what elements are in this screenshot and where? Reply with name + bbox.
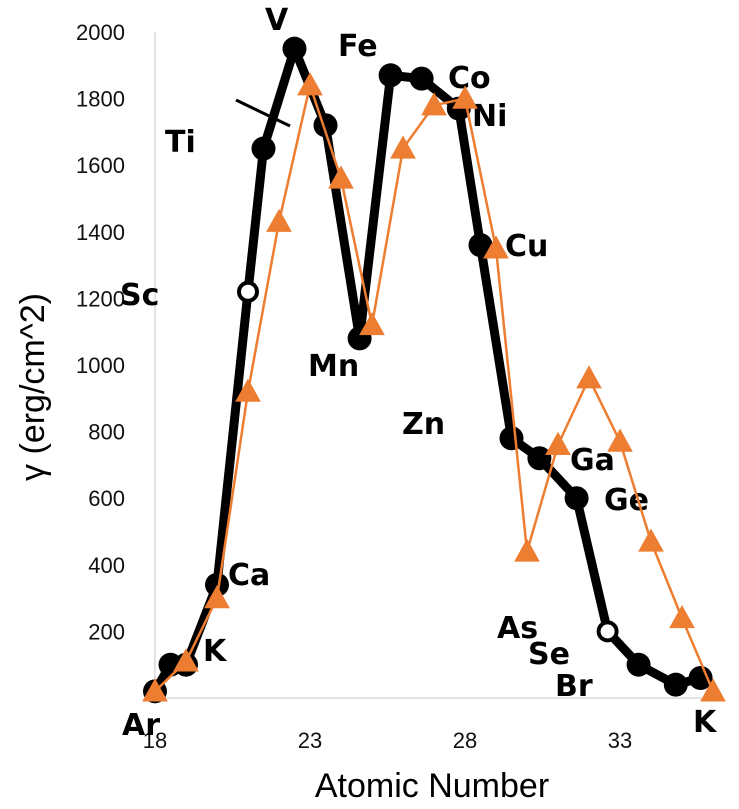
- element-label-sc: Sc: [120, 278, 159, 313]
- element-label-br: Br: [555, 669, 593, 704]
- background-curve-line: [150, 44, 706, 696]
- y-tick-label: 1000: [76, 353, 125, 378]
- background-curve-point: [468, 233, 493, 258]
- x-tick-labels: 18 23 28 33: [143, 728, 632, 753]
- element-label-mn: Mn: [308, 349, 359, 384]
- element-label-ca: Ca: [228, 558, 270, 593]
- axes: [154, 32, 720, 699]
- y-tick-label: 400: [88, 553, 125, 578]
- y-tick-label: 1800: [76, 87, 125, 112]
- curve-annotation-tick: [235, 98, 291, 128]
- y-tick-label: 1400: [76, 220, 125, 245]
- y-tick-label: 1600: [76, 153, 125, 178]
- background-curve-point: [409, 66, 434, 91]
- element-label-ar: Ar: [122, 708, 160, 743]
- x-tick-label: 28: [453, 728, 477, 753]
- background-curve-point: [626, 652, 651, 677]
- background-curve-point: [596, 620, 619, 643]
- y-tick-label: 2000: [76, 20, 125, 45]
- element-label-fe: Fe: [338, 29, 378, 64]
- orange-series-point: [142, 678, 168, 702]
- y-tick-labels: 200 400 600 800 1000 1200 1400 1600 1800 2000: [76, 20, 125, 644]
- orange-series-point: [173, 648, 199, 672]
- element-label-zn: Zn: [402, 407, 445, 442]
- element-label-ti: Ti: [165, 125, 196, 160]
- element-label-cu: Cu: [505, 229, 548, 264]
- orange-series-point: [204, 585, 230, 609]
- element-label-v: V: [265, 3, 289, 38]
- orange-series-point: [266, 208, 292, 232]
- background-curve-point: [663, 672, 688, 697]
- background-curve-point: [378, 63, 403, 88]
- orange-series-point: [483, 235, 509, 259]
- background-curve-point: [237, 280, 259, 303]
- y-tick-label: 600: [88, 486, 125, 511]
- y-tick-label: 200: [88, 619, 125, 644]
- background-element-curve: [143, 36, 713, 704]
- element-labels: Ar K Ca Sc Ti V Mn Fe Co Ni Cu Zn Ga Ge …: [120, 3, 718, 743]
- background-curve-point: [688, 666, 713, 691]
- background-curve-point: [282, 36, 307, 61]
- background-curve-point: [564, 486, 589, 511]
- element-label-ga: Ga: [570, 443, 615, 478]
- orange-series-point: [545, 431, 571, 456]
- orange-series-point: [576, 365, 602, 389]
- element-label-as: As: [497, 611, 538, 646]
- orange-series-point: [607, 428, 633, 452]
- orange-series-point: [669, 605, 695, 629]
- element-label-co: Co: [448, 61, 491, 96]
- orange-series-point: [235, 378, 261, 402]
- orange-series-point: [328, 165, 354, 189]
- orange-series-point: [297, 72, 323, 96]
- orange-series-point: [700, 678, 726, 702]
- y-tick-label: 1200: [76, 286, 125, 311]
- x-tick-label: 33: [608, 728, 632, 753]
- background-curve-point: [251, 136, 276, 161]
- orange-series-point: [359, 312, 385, 336]
- background-curve-point: [205, 572, 229, 597]
- orange-series-point: [390, 135, 416, 159]
- orange-series-point: [421, 92, 447, 116]
- x-tick-label: 23: [298, 728, 322, 753]
- orange-series-point: [514, 538, 540, 562]
- element-label-k: K: [203, 634, 228, 669]
- y-tick-label: 800: [88, 420, 125, 445]
- background-curve-point: [499, 426, 524, 451]
- orange-series-point: [452, 85, 478, 109]
- orange-series-point: [638, 528, 664, 552]
- element-label-ni: Ni: [472, 99, 507, 134]
- background-curve-point: [527, 446, 552, 471]
- y-axis-title: γ (erg/cm^2): [14, 293, 52, 481]
- background-curve-point: [313, 113, 338, 138]
- x-axis-title: Atomic Number: [315, 767, 549, 804]
- element-label-kr: K: [693, 705, 718, 740]
- x-tick-label: 18: [143, 728, 167, 753]
- orange-series: [142, 72, 726, 702]
- element-label-se: Se: [528, 637, 570, 672]
